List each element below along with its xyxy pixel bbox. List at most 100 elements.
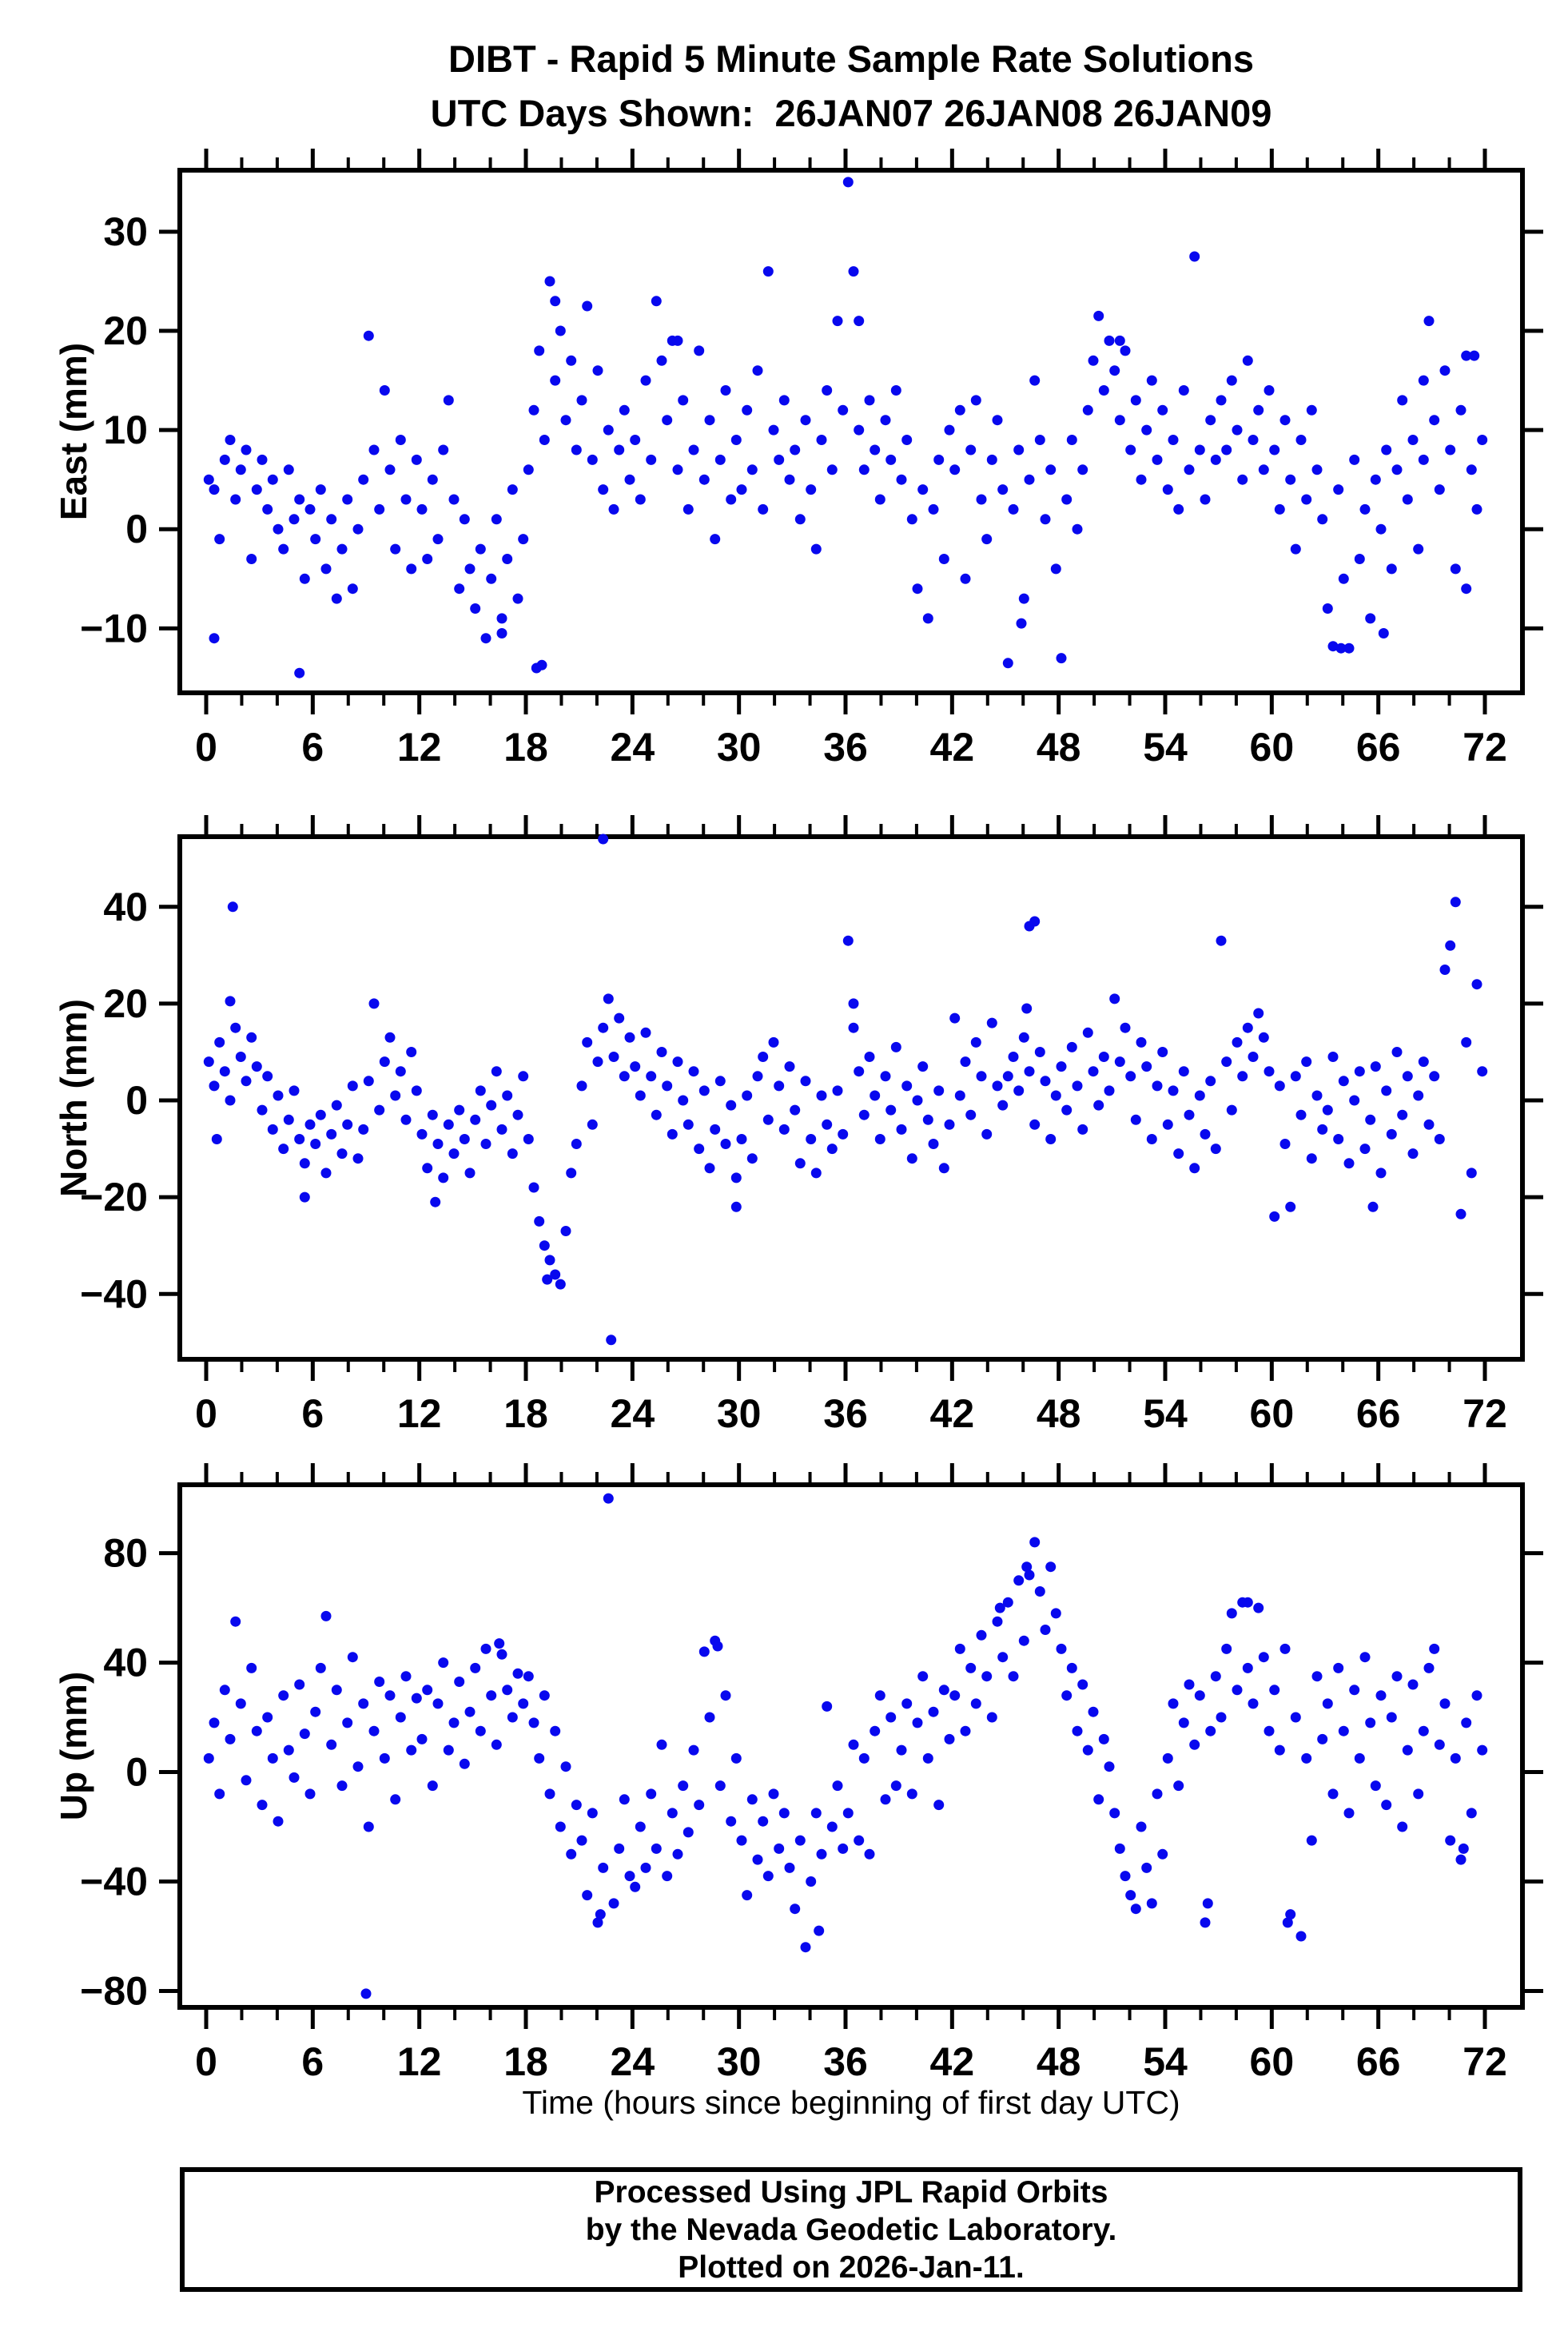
data-point	[523, 1134, 534, 1144]
data-point	[491, 514, 502, 525]
data-point	[640, 375, 651, 386]
data-point	[416, 1128, 428, 1140]
data-point	[1242, 1662, 1253, 1673]
data-point	[1002, 1071, 1013, 1082]
data-point	[784, 1061, 795, 1072]
data-point	[299, 573, 310, 584]
data-point	[822, 1119, 833, 1130]
data-point	[683, 1119, 694, 1130]
data-point	[326, 514, 337, 525]
data-point	[656, 1047, 667, 1057]
data-point	[576, 395, 587, 406]
x-tick-label: 18	[503, 1391, 548, 1436]
data-point	[656, 355, 667, 366]
data-point	[922, 613, 933, 624]
data-point	[1013, 1575, 1025, 1586]
data-point	[624, 1871, 635, 1882]
data-point	[992, 1080, 1003, 1092]
data-point	[1221, 1643, 1232, 1654]
data-point	[528, 1182, 539, 1193]
data-point	[1168, 435, 1179, 445]
data-point	[714, 1780, 726, 1792]
data-point	[656, 1739, 667, 1750]
data-point	[1290, 1071, 1301, 1082]
data-point	[347, 583, 358, 595]
data-point	[1088, 355, 1099, 366]
data-point	[870, 1090, 881, 1101]
data-point	[1469, 350, 1480, 361]
data-point	[294, 1679, 305, 1690]
data-point	[1407, 435, 1419, 445]
data-point	[1359, 1652, 1371, 1663]
data-point	[267, 1124, 278, 1135]
data-point	[1109, 365, 1120, 376]
data-point	[1274, 1744, 1285, 1756]
data-point	[1098, 1052, 1109, 1062]
data-point	[320, 1168, 332, 1179]
data-point	[854, 1066, 865, 1077]
data-point	[954, 1643, 965, 1654]
data-point	[352, 523, 364, 535]
data-point	[1136, 1036, 1147, 1048]
data-point	[608, 1898, 619, 1909]
data-point	[1407, 1148, 1419, 1160]
x-ticks	[204, 815, 1487, 1381]
data-point	[1104, 1085, 1115, 1096]
data-point	[384, 1690, 396, 1701]
data-point	[1381, 444, 1392, 455]
data-point	[459, 514, 470, 525]
data-point	[1301, 1752, 1312, 1764]
data-point	[1184, 1109, 1195, 1120]
data-point	[390, 1090, 401, 1101]
data-point	[667, 1808, 678, 1819]
data-point	[315, 1109, 326, 1120]
data-point	[283, 1744, 294, 1756]
data-point	[678, 1780, 689, 1792]
data-point	[698, 474, 710, 485]
data-point	[1423, 316, 1435, 327]
data-point	[1242, 1022, 1253, 1033]
data-point	[1104, 335, 1115, 346]
data-point	[1146, 1134, 1157, 1144]
data-point	[289, 1085, 300, 1096]
data-point	[1202, 1898, 1213, 1909]
data-point	[214, 1788, 225, 1800]
data-point	[1157, 404, 1168, 416]
data-point	[736, 484, 747, 495]
data-point	[1343, 1158, 1355, 1169]
x-tick-label: 60	[1250, 2039, 1295, 2084]
data-point	[1269, 1211, 1280, 1222]
data-point	[778, 1808, 790, 1819]
data-point	[949, 464, 961, 475]
data-point	[1157, 1848, 1168, 1860]
data-point	[960, 573, 971, 584]
data-point	[1018, 1635, 1029, 1646]
data-point	[960, 1056, 971, 1068]
data-point	[1381, 1800, 1392, 1811]
data-point	[534, 345, 545, 356]
data-point	[1040, 514, 1051, 525]
data-point	[1221, 444, 1232, 455]
data-point	[1386, 563, 1397, 575]
data-point	[400, 1114, 412, 1125]
data-point	[1269, 1685, 1280, 1696]
data-point	[778, 395, 790, 406]
data-point	[1205, 415, 1216, 426]
data-point	[539, 1240, 550, 1251]
x-tick-label: 66	[1356, 1391, 1401, 1436]
data-point	[1146, 1898, 1157, 1909]
data-point	[858, 464, 870, 475]
data-point	[427, 1109, 438, 1120]
data-point	[981, 1128, 993, 1140]
data-point	[806, 1134, 817, 1144]
data-point	[358, 1698, 369, 1709]
data-point	[241, 1775, 252, 1786]
y-tick-label: 80	[103, 1531, 148, 1576]
data-point	[1178, 385, 1189, 396]
data-point	[928, 503, 939, 515]
data-point	[454, 1104, 465, 1116]
data-point	[778, 1124, 790, 1135]
data-point	[273, 1090, 284, 1101]
data-point	[667, 1128, 678, 1140]
x-tick-label: 0	[195, 2039, 217, 2084]
